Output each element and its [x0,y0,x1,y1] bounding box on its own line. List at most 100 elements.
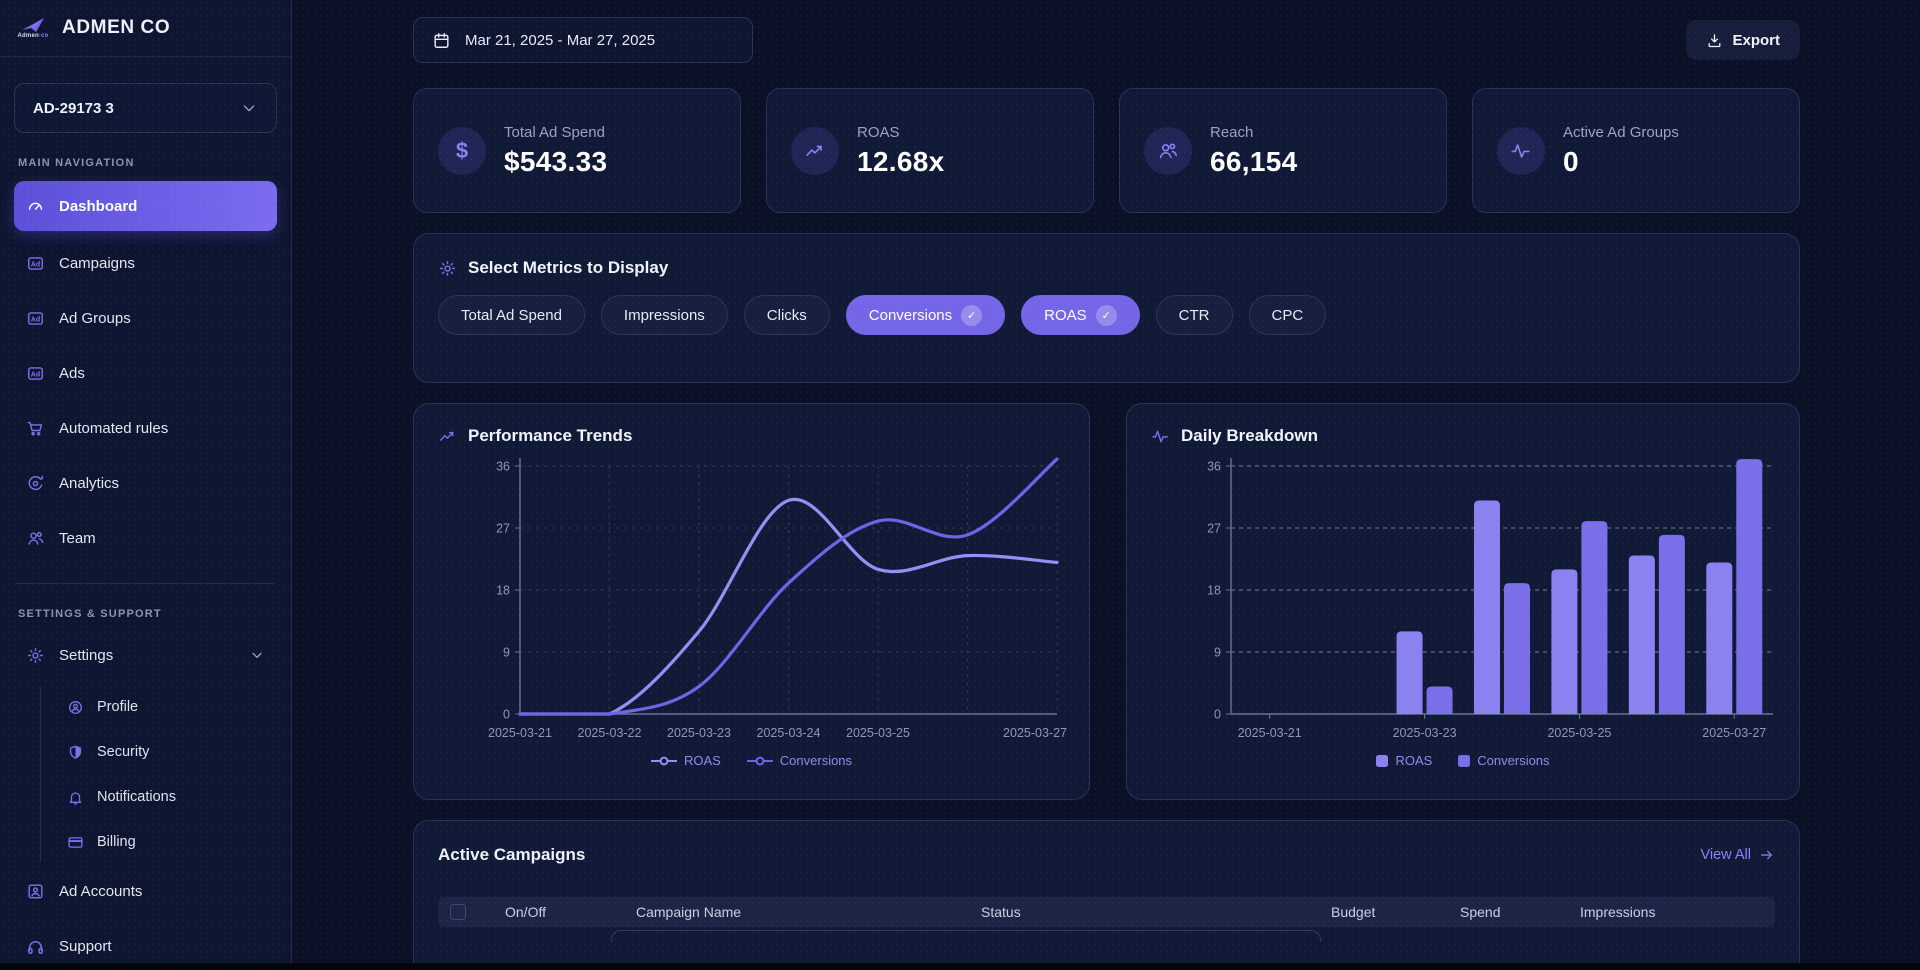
sidebar-item-billing[interactable]: Billing [59,822,277,862]
column-header-spend: Spend [1460,904,1501,920]
metric-chip-conversions[interactable]: Conversions ✓ [845,295,1006,335]
brand-logo-text: Admen-co [17,33,49,39]
legend-item-conversions[interactable]: Conversions [746,753,852,768]
kpi-label: Total Ad Spend [504,123,605,141]
svg-text:Ad: Ad [31,315,40,323]
svg-text:27: 27 [1207,522,1221,536]
sidebar-item-ad-groups[interactable]: Ad Ad Groups [14,295,277,341]
dashboard-icon [26,197,45,216]
kpi-value: 12.68x [857,145,945,177]
chevron-down-icon [249,647,265,663]
performance-trends-chart: 0 9 18 27 36 2025-03-21 2025-03-22 2025-03-23 20… [438,452,1067,752]
sidebar-item-notifications[interactable]: Notifications [59,777,277,817]
download-icon [1706,32,1723,49]
date-range-value: Mar 21, 2025 - Mar 27, 2025 [465,31,656,49]
metric-chips: Total Ad Spend Impressions Clicks Conversio… [438,295,1775,335]
svg-text:36: 36 [1207,460,1221,474]
orbit-icon [26,474,45,493]
sidebar-item-settings[interactable]: Settings [14,632,277,678]
nav-section-label: MAIN NAVIGATION [18,157,135,169]
svg-text:18: 18 [496,584,510,598]
sidebar-item-profile[interactable]: Profile [59,687,277,727]
kpi-value: 0 [1563,145,1579,177]
sidebar: Admen-co ADMEN CO AD-29173 3 MAIN NAVIGA… [0,0,292,970]
column-header-on-off: On/Off [505,904,546,920]
sidebar-item-label: Ad Accounts [59,882,143,900]
metric-chip-roas[interactable]: ROAS ✓ [1021,295,1140,335]
shield-icon [67,744,84,761]
ad-badge-icon: Ad [26,309,45,328]
daily-breakdown-legend: ROAS Conversions [1151,753,1775,768]
sidebar-item-label: Team [59,529,96,547]
gear-icon [438,259,457,278]
metric-chip-cpc[interactable]: CPC [1248,295,1327,335]
daily-breakdown-title: Daily Breakdown [1181,426,1318,445]
legend-item-conversions[interactable]: Conversions [1458,753,1550,768]
active-campaigns-title: Active Campaigns [438,845,586,864]
sidebar-item-dashboard[interactable]: Dashboard [14,181,277,231]
sidebar-item-campaigns[interactable]: Ad Campaigns [14,240,277,286]
select-all-checkbox[interactable] [450,904,466,920]
sidebar-item-label: Security [97,744,150,760]
metric-chip-clicks[interactable]: Clicks [743,295,830,335]
sidebar-item-support[interactable]: Support [14,923,277,969]
performance-trends-title: Performance Trends [468,426,633,445]
sidebar-item-label: Campaigns [59,254,135,272]
brand-logo-icon: Admen-co [16,17,50,39]
legend-item-roas[interactable]: ROAS [650,753,721,768]
check-icon: ✓ [1095,304,1117,326]
svg-text:2025-03-25: 2025-03-25 [846,726,910,740]
sidebar-item-analytics[interactable]: Analytics [14,460,277,506]
table-row[interactable] [611,930,1321,942]
ad-badge-icon: Ad [26,364,45,383]
campaigns-table-header: On/Off Campaign Name Status Budget Spend Impr… [438,897,1775,927]
settings-sub-menu: Profile Security Notifications Billing [40,687,277,862]
kpi-value: $543.33 [504,145,608,177]
date-range-picker[interactable]: Mar 21, 2025 - Mar 27, 2025 [413,17,753,63]
svg-text:36: 36 [496,460,510,474]
export-button[interactable]: Export [1686,20,1800,60]
svg-text:2025-03-24: 2025-03-24 [757,726,821,740]
performance-trends-legend: ROAS Conversions [438,753,1065,768]
account-selector[interactable]: AD-29173 3 [14,83,277,133]
sidebar-item-ad-accounts[interactable]: Ad Accounts [14,868,277,914]
view-all-link[interactable]: View All [1700,847,1775,863]
column-header-campaign-name: Campaign Name [636,904,742,920]
svg-text:2025-03-22: 2025-03-22 [578,726,642,740]
sidebar-item-automated-rules[interactable]: Automated rules [14,405,277,451]
svg-text:0: 0 [503,708,510,722]
sidebar-item-label: Profile [97,699,139,715]
kpi-label: ROAS [857,123,900,141]
sidebar-item-security[interactable]: Security [59,732,277,772]
ad-badge-icon: Ad [26,254,45,273]
users-icon [26,529,45,548]
metric-chip-ctr[interactable]: CTR [1155,295,1233,335]
kpi-card-active-ad-groups: Active Ad Groups 0 [1472,88,1800,213]
trend-up-icon [438,427,457,446]
sidebar-nav: MAIN NAVIGATION Dashboard Ad Campaigns Ad Ad … [14,157,277,969]
performance-trends-panel: Performance Trends 0 9 18 27 36 2025-03-21 202… [413,403,1090,800]
svg-text:2025-03-21: 2025-03-21 [488,726,552,740]
svg-text:Ad: Ad [31,260,40,268]
legend-item-roas[interactable]: ROAS [1376,753,1432,768]
column-header-impressions: Impressions [1580,904,1656,920]
sidebar-item-label: Dashboard [59,197,138,215]
kpi-row: $ Total Ad Spend $543.33 ROAS 12.68x Reach 66,… [413,88,1800,213]
sidebar-item-label: Support [59,937,112,955]
kpi-card-total-ad-spend: $ Total Ad Spend $543.33 [413,88,741,213]
svg-text:18: 18 [1207,584,1221,598]
sidebar-item-team[interactable]: Team [14,515,277,561]
sidebar-item-label: Notifications [97,789,176,805]
metric-chip-total-ad-spend[interactable]: Total Ad Spend [438,295,585,335]
svg-text:9: 9 [503,646,510,660]
svg-text:2025-03-23: 2025-03-23 [1393,726,1457,740]
sidebar-item-label: Automated rules [59,419,169,437]
metric-chip-impressions[interactable]: Impressions [600,295,728,335]
activity-icon [1497,126,1545,175]
dollar-icon: $ [438,126,486,175]
swatch-icon [1458,754,1471,767]
sidebar-item-ads[interactable]: Ad Ads [14,350,277,396]
kpi-label: Reach [1210,123,1254,141]
sidebar-item-label: Ad Groups [59,309,131,327]
